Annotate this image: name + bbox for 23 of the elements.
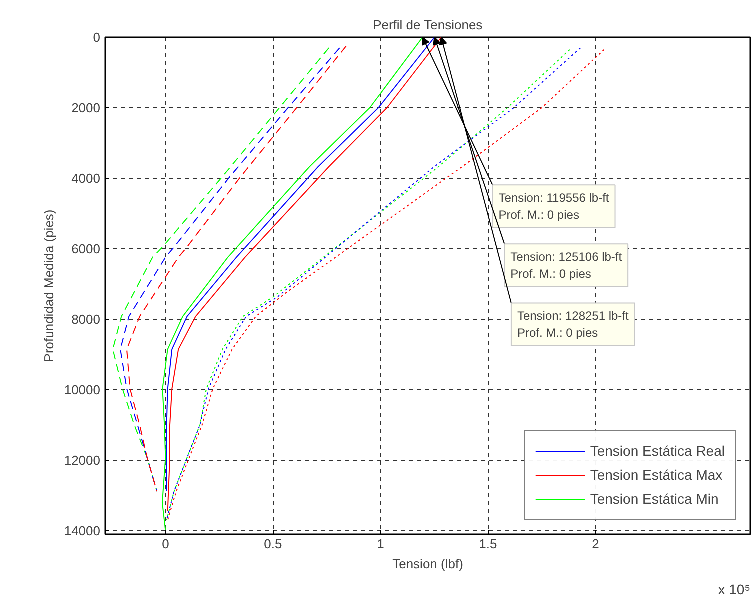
y-tick-label: 0 <box>93 30 101 45</box>
legend-label: Tension Estática Max <box>590 467 723 483</box>
y-tick-label: 12000 <box>64 452 101 468</box>
y-tick-label: 8000 <box>72 312 100 327</box>
x-axis-title: Tension (lbf) <box>392 556 464 572</box>
legend-label: Tension Estática Min <box>590 491 719 507</box>
text: x 10⁵ <box>718 582 750 598</box>
y-tick-label: 4000 <box>72 170 100 186</box>
annotation: Tension: 125106 lb-ft Prof. M.: 0 pies <box>510 250 623 281</box>
x-tick-label: 0 <box>162 536 170 552</box>
y-tick-label: 10000 <box>64 382 101 398</box>
annotation: Tension: 119556 lb-ft Prof. M.: 0 pies <box>498 191 610 222</box>
x-tick-label: 1.5 <box>479 536 498 552</box>
legend-label: Tension Estática Real <box>590 443 725 459</box>
x-tick-label: 0.5 <box>264 536 282 552</box>
x-tick-label: 1 <box>377 536 384 552</box>
x-tick-label: 2 <box>592 536 600 552</box>
y-tick-label: 2000 <box>72 100 100 116</box>
annotation: Tension: 128251 lb-ft Prof. M.: 0 pies <box>517 309 630 340</box>
y-axis-title: Profundidad Medida (pies) <box>41 210 56 362</box>
chart-title: Perfil de Tensiones <box>373 18 484 32</box>
y-tick-label: 6000 <box>72 241 100 256</box>
y-tick-label: 14000 <box>64 523 101 538</box>
